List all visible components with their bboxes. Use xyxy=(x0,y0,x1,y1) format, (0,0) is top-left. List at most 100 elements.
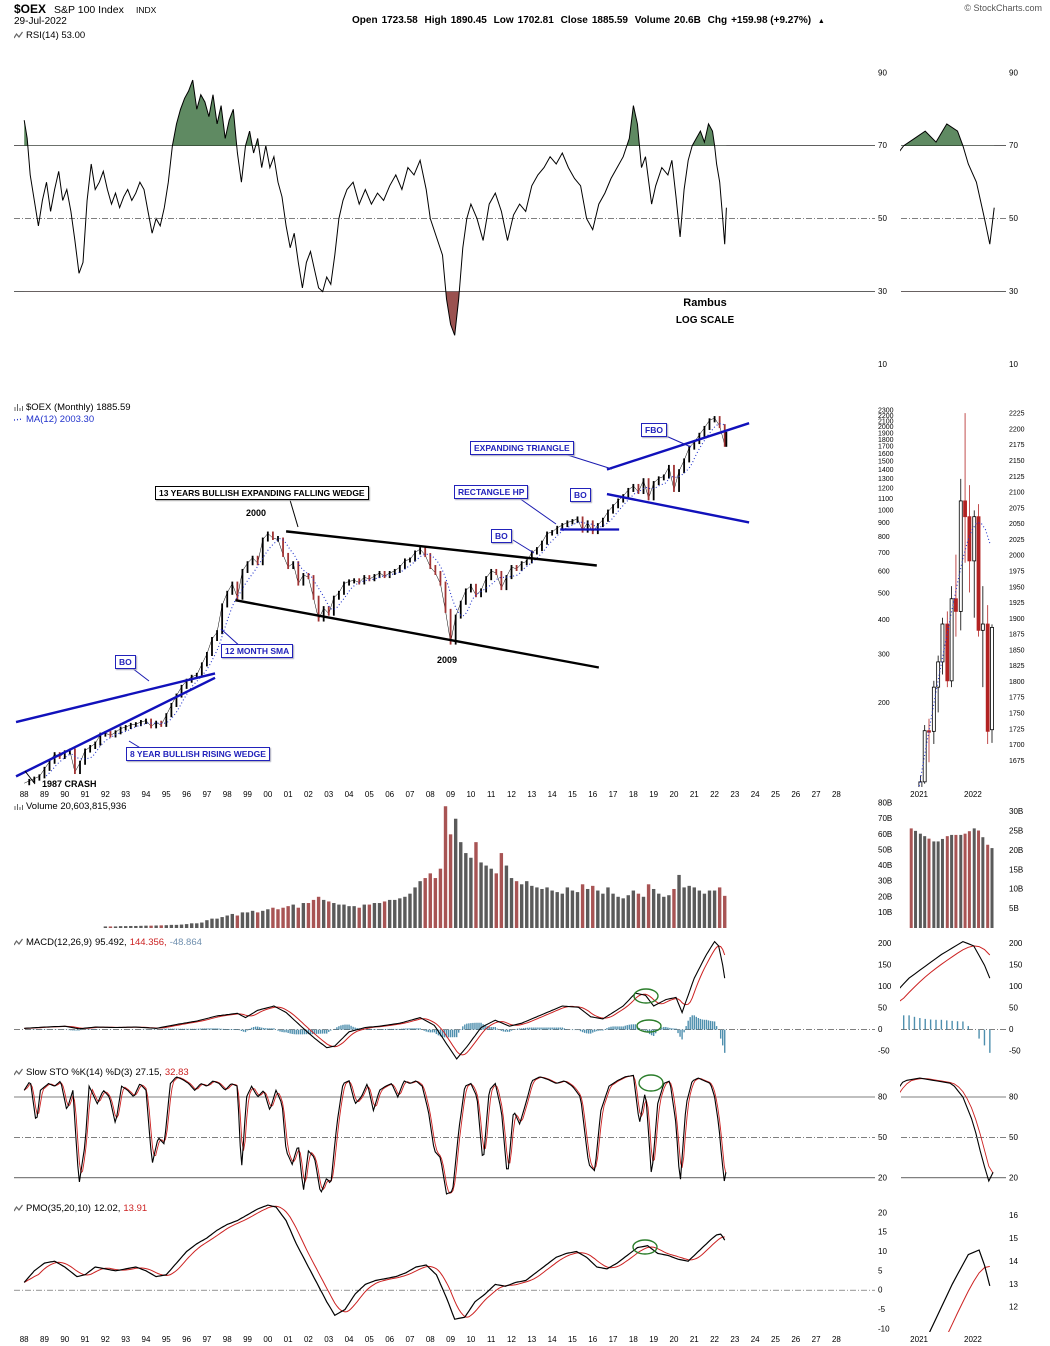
sto-plot xyxy=(23,1074,727,1195)
svg-text:2225: 2225 xyxy=(1009,411,1025,418)
price-legend-label: $OEX (Monthly) 1885.59 xyxy=(26,402,131,413)
svg-text:1925: 1925 xyxy=(1009,600,1025,607)
svg-text:1200: 1200 xyxy=(878,485,894,492)
rsi-legend: RSI(14) 53.00 xyxy=(14,30,85,41)
svg-text:-5: -5 xyxy=(878,1305,886,1314)
svg-text:1000: 1000 xyxy=(878,507,894,514)
annotation-rambus: Rambus xyxy=(683,297,727,309)
svg-text:26: 26 xyxy=(791,790,800,799)
macd-plot xyxy=(24,940,726,1060)
symbol-name: S&P 100 Index xyxy=(54,4,124,16)
svg-text:89: 89 xyxy=(40,790,49,799)
svg-text:-50: -50 xyxy=(1009,1047,1021,1056)
svg-text:2000: 2000 xyxy=(1009,553,1025,560)
svg-text:09: 09 xyxy=(446,790,455,799)
volume-label: Volume xyxy=(634,15,671,26)
svg-text:15: 15 xyxy=(1009,1234,1018,1243)
svg-text:21: 21 xyxy=(690,790,699,799)
svg-text:0: 0 xyxy=(878,1025,883,1034)
svg-text:700: 700 xyxy=(878,550,890,557)
svg-text:94: 94 xyxy=(142,1335,151,1344)
ma-legend: MA(12) 2003.30 xyxy=(14,414,94,425)
indicator-icon xyxy=(14,404,23,411)
svg-text:97: 97 xyxy=(202,790,211,799)
svg-text:1850: 1850 xyxy=(1009,647,1025,654)
price-mini-plot xyxy=(918,413,994,787)
sto-legend-label: Slow STO %K(14) %D(3) xyxy=(26,1067,133,1078)
svg-text:2150: 2150 xyxy=(1009,458,1025,465)
svg-text:1600: 1600 xyxy=(878,451,894,458)
price-plot xyxy=(15,416,750,786)
indicator-icon xyxy=(14,31,23,39)
bars-icon xyxy=(14,804,23,810)
svg-text:25: 25 xyxy=(771,790,780,799)
svg-text:21: 21 xyxy=(690,1335,699,1344)
volume-mini-plot xyxy=(909,828,994,928)
svg-text:1825: 1825 xyxy=(1009,663,1025,670)
svg-text:1975: 1975 xyxy=(1009,568,1025,575)
macd-legend: MACD(12,26,9) 95.492, 144.356, -48.864 xyxy=(14,937,202,948)
close-label: Close xyxy=(560,15,588,26)
svg-text:0: 0 xyxy=(878,1286,883,1295)
svg-text:1875: 1875 xyxy=(1009,632,1025,639)
svg-text:27: 27 xyxy=(812,790,821,799)
svg-text:15: 15 xyxy=(568,790,577,799)
svg-text:98: 98 xyxy=(223,1335,232,1344)
svg-text:70: 70 xyxy=(878,141,887,150)
macd-value-1: 95.492, xyxy=(95,937,127,948)
svg-text:16: 16 xyxy=(1009,1211,1018,1220)
svg-text:99: 99 xyxy=(243,790,252,799)
svg-text:2000: 2000 xyxy=(878,424,894,431)
svg-text:07: 07 xyxy=(406,1335,415,1344)
annotation-bo-1: BO xyxy=(570,488,591,502)
svg-text:25: 25 xyxy=(771,1335,780,1344)
dotted-line-icon xyxy=(14,418,23,421)
svg-text:06: 06 xyxy=(385,790,394,799)
chg-value: +159.98 (+9.27%) xyxy=(731,15,812,26)
svg-text:02: 02 xyxy=(304,790,313,799)
svg-text:09: 09 xyxy=(446,1335,455,1344)
svg-text:93: 93 xyxy=(121,1335,130,1344)
svg-text:50: 50 xyxy=(878,1133,887,1142)
svg-text:20B: 20B xyxy=(878,892,892,901)
svg-text:1950: 1950 xyxy=(1009,584,1025,591)
svg-text:16: 16 xyxy=(588,1335,597,1344)
svg-text:95: 95 xyxy=(162,790,171,799)
annotation-log-scale: LOG SCALE xyxy=(675,315,735,326)
svg-text:12: 12 xyxy=(507,1335,516,1344)
svg-text:2075: 2075 xyxy=(1009,505,1025,512)
svg-text:24: 24 xyxy=(751,1335,760,1344)
svg-text:98: 98 xyxy=(223,790,232,799)
svg-text:17: 17 xyxy=(609,790,618,799)
svg-text:03: 03 xyxy=(324,1335,333,1344)
svg-text:50: 50 xyxy=(878,1004,887,1013)
svg-text:92: 92 xyxy=(101,790,110,799)
open-label: Open xyxy=(352,15,378,26)
svg-text:15: 15 xyxy=(568,1335,577,1344)
svg-text:2025: 2025 xyxy=(1009,537,1025,544)
svg-text:1700: 1700 xyxy=(1009,742,1025,749)
svg-text:80B: 80B xyxy=(878,799,892,808)
svg-text:5: 5 xyxy=(878,1266,883,1275)
sto-value-2: 32.83 xyxy=(164,1067,189,1078)
macd-plot xyxy=(900,940,991,1053)
stockcharts-copyright-link[interactable]: © StockCharts.com xyxy=(964,3,1042,13)
svg-text:50: 50 xyxy=(1009,1133,1018,1142)
svg-text:24: 24 xyxy=(751,790,760,799)
high-label: High xyxy=(424,15,447,26)
svg-text:08: 08 xyxy=(426,1335,435,1344)
svg-text:91: 91 xyxy=(81,790,90,799)
svg-text:06: 06 xyxy=(385,1335,394,1344)
green-circle-annotation xyxy=(633,988,659,1004)
svg-text:20: 20 xyxy=(1009,1173,1018,1182)
svg-text:1700: 1700 xyxy=(878,444,894,451)
svg-text:90: 90 xyxy=(1009,68,1018,77)
svg-text:1750: 1750 xyxy=(1009,711,1025,718)
svg-text:1500: 1500 xyxy=(878,459,894,466)
svg-text:40B: 40B xyxy=(878,861,892,870)
svg-text:14: 14 xyxy=(1009,1257,1018,1266)
pmo-value-1: 12.02, xyxy=(93,1203,121,1214)
green-circle-annotation xyxy=(638,1074,664,1092)
svg-text:01: 01 xyxy=(284,790,293,799)
rsi-plot xyxy=(900,123,995,292)
